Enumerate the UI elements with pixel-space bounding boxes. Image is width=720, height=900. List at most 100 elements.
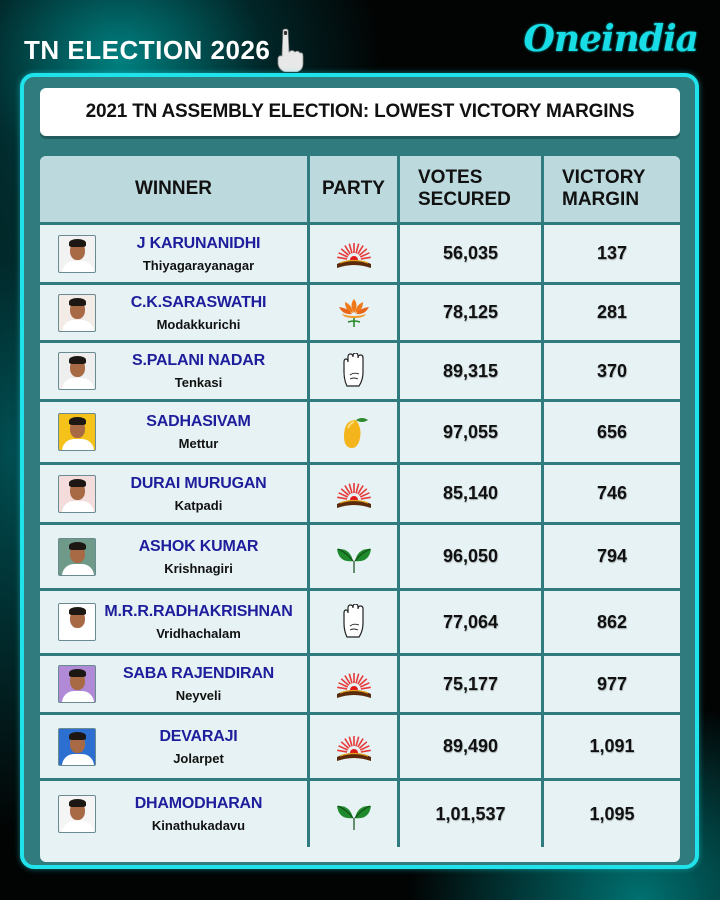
constituency-name: Jolarpet	[173, 750, 224, 766]
table-row: C.K.SARASWATHI Modakkurichi 78,125 281	[40, 285, 680, 343]
votes-value: 85,140	[442, 483, 499, 503]
winner-name: C.K.SARASWATHI	[130, 293, 267, 311]
winner-cell: C.K.SARASWATHI Modakkurichi	[40, 285, 310, 340]
winner-name: ASHOK KUMAR	[138, 537, 259, 555]
party-cell	[310, 656, 400, 712]
rising-sun-icon	[336, 482, 371, 508]
votes-cell: 97,055	[400, 402, 544, 462]
votes-value: 96,050	[442, 546, 499, 566]
winner-cell: DEVARAJI Jolarpet	[40, 715, 310, 778]
column-header-winner: WINNER	[40, 156, 310, 222]
two-leaves-icon	[336, 547, 371, 573]
card-title: 2021 TN ASSEMBLY ELECTION: LOWEST VICTOR…	[40, 88, 680, 136]
avatar	[58, 665, 96, 703]
margin-value: 1,091	[589, 736, 635, 756]
table-row: SABA RAJENDIRAN Neyveli 75,177 977	[40, 656, 680, 715]
brand-logo: Oneindia	[523, 18, 699, 60]
constituency-name: Modakkurichi	[156, 316, 241, 332]
page-title-text: TN ELECTION 2026	[24, 35, 271, 65]
margin-cell: 656	[544, 402, 680, 462]
margin-cell: 746	[544, 465, 680, 522]
votes-cell: 85,140	[400, 465, 544, 522]
party-cell	[310, 343, 400, 399]
constituency-name: Katpadi	[174, 497, 223, 513]
margin-value: 862	[596, 611, 628, 632]
votes-value: 56,035	[442, 243, 499, 263]
winner-cell: M.R.R.RADHAKRISHNAN Vridhachalam	[40, 591, 310, 653]
votes-value: 97,055	[442, 421, 499, 442]
margin-value: 370	[596, 360, 628, 381]
constituency-name: Tenkasi	[174, 375, 223, 390]
votes-value: 75,177	[442, 673, 499, 694]
votes-value: 89,315	[442, 360, 499, 381]
votes-cell: 96,050	[400, 525, 544, 588]
results-table: WINNER PARTY VOTES SECURED VICTORY MARGIN …	[40, 156, 680, 862]
constituency-name: Krishnagiri	[164, 560, 233, 576]
avatar	[58, 727, 96, 766]
table-row: DEVARAJI Jolarpet 89,490 1,091	[40, 715, 680, 781]
margin-cell: 862	[544, 591, 680, 653]
winner-name: SABA RAJENDIRAN	[122, 665, 275, 682]
party-cell	[310, 591, 400, 653]
winner-cell: DHAMODHARAN Kinathukadavu	[40, 781, 310, 847]
party-cell	[310, 225, 400, 282]
winner-name: DURAI MURUGAN	[130, 474, 267, 492]
avatar	[58, 474, 96, 513]
votes-value: 78,125	[442, 302, 499, 322]
margin-value: 746	[596, 483, 628, 503]
margin-cell: 281	[544, 285, 680, 340]
table-row: DHAMODHARAN Kinathukadavu 1,01,537 1,095	[40, 781, 680, 847]
margin-value: 1,095	[589, 803, 635, 824]
winner-name: J KARUNANIDHI	[136, 234, 261, 252]
column-header-votes: VOTES SECURED	[400, 156, 544, 222]
winner-cell: J KARUNANIDHI Thiyagarayanagar	[40, 225, 310, 282]
constituency-name: Thiyagarayanagar	[142, 257, 255, 273]
votes-cell: 77,064	[400, 591, 544, 653]
margin-cell: 1,095	[544, 781, 680, 847]
party-cell	[310, 285, 400, 340]
avatar	[58, 603, 96, 641]
winner-cell: S.PALANI NADAR Tenkasi	[40, 343, 310, 399]
winner-cell: ASHOK KUMAR Krishnagiri	[40, 525, 310, 588]
votes-value: 77,064	[442, 611, 499, 632]
party-cell	[310, 715, 400, 778]
column-header-margin: VICTORY MARGIN	[562, 167, 646, 210]
constituency-name: Mettur	[178, 436, 219, 451]
avatar	[58, 537, 96, 576]
table-row: J KARUNANIDHI Thiyagarayanagar 56,035 13…	[40, 225, 680, 285]
votes-value: 89,490	[442, 736, 499, 756]
winner-name: DHAMODHARAN	[134, 795, 263, 812]
avatar	[58, 352, 96, 390]
margin-value: 656	[596, 421, 628, 442]
table-row: M.R.R.RADHAKRISHNAN Vridhachalam 77,064 …	[40, 591, 680, 656]
rising-sun-icon	[336, 735, 371, 761]
votes-value: 1,01,537	[435, 803, 506, 824]
winner-cell: SADHASIVAM Mettur	[40, 402, 310, 462]
hand-icon	[342, 604, 364, 638]
table-row: S.PALANI NADAR Tenkasi 89,315 370	[40, 343, 680, 402]
margin-cell: 794	[544, 525, 680, 588]
margin-cell: 137	[544, 225, 680, 282]
constituency-name: Neyveli	[175, 688, 222, 703]
avatar	[58, 234, 96, 273]
avatar	[58, 413, 96, 451]
table-row: SADHASIVAM Mettur 97,055 656	[40, 402, 680, 465]
two-leaves-icon	[336, 805, 371, 830]
winner-name: SADHASIVAM	[146, 413, 251, 430]
margin-value: 977	[596, 673, 628, 694]
avatar	[58, 795, 96, 833]
party-cell	[310, 525, 400, 588]
margin-cell: 977	[544, 656, 680, 712]
votes-cell: 1,01,537	[400, 781, 544, 847]
avatar	[58, 293, 96, 332]
table-header-row: WINNER PARTY VOTES SECURED VICTORY MARGIN	[40, 156, 680, 225]
winner-cell: DURAI MURUGAN Katpadi	[40, 465, 310, 522]
party-cell	[310, 781, 400, 847]
rising-sun-icon	[336, 242, 371, 268]
margin-cell: 370	[544, 343, 680, 399]
winner-name: DEVARAJI	[159, 727, 238, 745]
margin-value: 281	[596, 302, 628, 322]
constituency-name: Vridhachalam	[156, 626, 241, 641]
party-cell	[310, 402, 400, 462]
column-header-party: PARTY	[310, 156, 400, 222]
